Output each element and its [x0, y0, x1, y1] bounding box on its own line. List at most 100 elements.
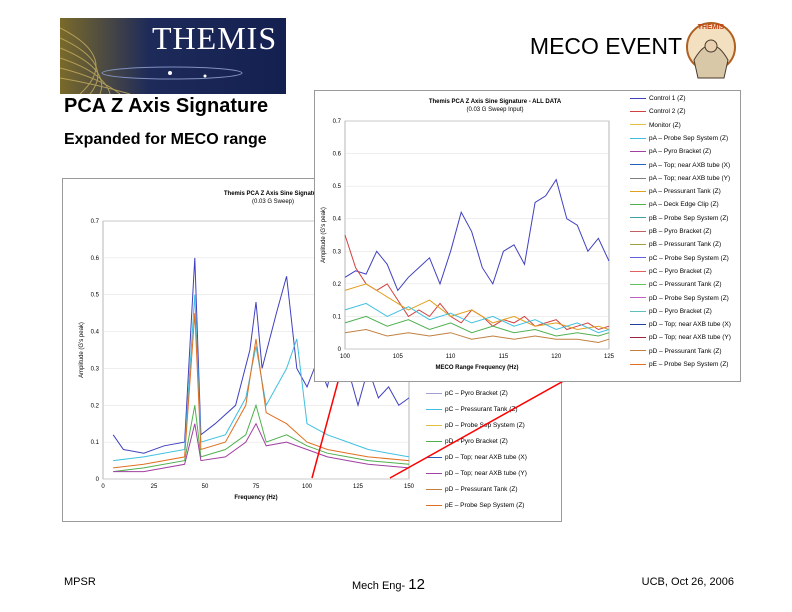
full-legend-label: pE – Probe Sep System (Z) — [445, 502, 525, 509]
full-series-line — [113, 422, 410, 473]
meco-series-line — [344, 302, 610, 334]
meco-legend-label: Monitor (Z) — [649, 121, 681, 129]
meco-y-tick-label: 0.1 — [333, 314, 342, 320]
meco-x-tick-label: 110 — [446, 354, 456, 360]
meco-legend-swatch — [630, 164, 646, 166]
meco-legend-swatch — [630, 297, 646, 299]
full-y-tick-label: 0.2 — [91, 403, 100, 409]
meco-legend-swatch — [630, 337, 646, 339]
meco-x-axis-label: MECO Range Frequency (Hz) — [435, 365, 518, 371]
meco-y-tick-label: 0.3 — [333, 249, 342, 255]
meco-x-tick-label: 105 — [393, 354, 404, 360]
full-x-tick-label: 0 — [101, 484, 105, 490]
meco-legend-swatch — [630, 137, 646, 139]
full-x-axis-label: Frequency (Hz) — [234, 495, 277, 501]
meco-legend-item: pD – Pyro Bracket (Z) — [630, 308, 712, 315]
meco-legend-swatch — [630, 283, 646, 285]
full-legend-swatch — [426, 504, 442, 506]
full-chart-title: Themis PCA Z Axis Sine Signature — [224, 191, 323, 197]
meco-legend-item: pA – Pyro Bracket (Z) — [630, 148, 711, 155]
meco-legend-swatch — [630, 244, 646, 246]
meco-y-tick-label: 0.5 — [333, 184, 342, 190]
meco-legend-label: pA – Pyro Bracket (Z) — [649, 148, 712, 156]
meco-x-tick-label: 120 — [551, 354, 562, 360]
full-legend-swatch — [426, 408, 442, 410]
meco-legend-swatch — [630, 230, 646, 232]
full-legend-label: pC – Pressurant Tank (Z) — [445, 406, 518, 413]
meco-x-tick-label: 115 — [499, 354, 509, 360]
meco-legend-label: pE – Probe Sep System (Z) — [649, 361, 729, 368]
meco-legend-item: pC – Pressurant Tank (Z) — [630, 281, 722, 288]
meco-legend-swatch — [630, 190, 646, 192]
full-chart-subtitle: (0.03 G Sweep) — [252, 199, 294, 205]
meco-legend-swatch — [630, 310, 646, 312]
mission-mascot-logo: THEMIS — [686, 22, 736, 79]
full-x-tick-label: 50 — [202, 484, 209, 490]
full-y-tick-label: 0.6 — [91, 256, 100, 262]
full-legend-item: pD – Pyro Bracket (Z) — [426, 438, 508, 445]
meco-range-chart-legend: Control 1 (Z) Control 2 (Z) Monitor (Z) pA … — [626, 90, 741, 382]
meco-legend-item: pD – Pressurant Tank (Z) — [630, 348, 722, 355]
full-range-chart: 0.70.60.50.40.30.20.100 25 50 75 100 125 150Th… — [79, 191, 415, 501]
meco-y-axis-label: Amplitude (G's peak) — [321, 207, 327, 263]
meco-legend-item: Monitor (Z) — [630, 122, 681, 129]
meco-legend-label: pB – Probe Sep System (Z) — [649, 214, 729, 222]
meco-legend-label: pC – Pyro Bracket (Z) — [649, 267, 712, 275]
meco-legend-item: pA – Probe Sep System (Z) — [630, 135, 728, 142]
full-x-tick-label: 75 — [253, 484, 260, 490]
meco-x-tick-label: 125 — [604, 354, 615, 360]
meco-legend-swatch — [630, 124, 646, 126]
footer-organization: MPSR — [64, 576, 96, 588]
full-range-chart-legend: pC – Pyro Bracket (Z) pC – Pressurant Tan… — [422, 382, 558, 518]
full-legend-label: pD – Pyro Bracket (Z) — [445, 438, 508, 445]
logo-swirl-graphic — [60, 27, 243, 94]
meco-y-tick-label: 0.6 — [333, 152, 342, 158]
full-x-tick-label: 25 — [151, 484, 158, 490]
meco-legend-label: pD – Top; near AXB tube (Y) — [649, 334, 731, 342]
meco-legend-item: Control 2 (Z) — [630, 108, 685, 115]
full-y-tick-label: 0.5 — [91, 293, 100, 299]
meco-legend-label: pD – Top; near AXB tube (X) — [649, 321, 731, 329]
meco-legend-item: pD – Top; near AXB tube (Y) — [630, 334, 731, 341]
meco-legend-label: pD – Probe Sep System (Z) — [649, 294, 729, 302]
meco-legend-item: Control 1 (Z) — [630, 95, 685, 102]
full-legend-item: pD – Top; near AXB tube (X) — [426, 454, 527, 461]
meco-legend-label: pA – Deck Edge Clip (Z) — [649, 201, 719, 209]
meco-legend-swatch — [630, 217, 646, 219]
full-series-line — [113, 403, 410, 473]
themis-logo: THEMIS — [60, 18, 286, 94]
meco-legend-label: Control 2 (Z) — [649, 108, 686, 116]
meco-series-line — [344, 178, 610, 292]
full-y-tick-label: 0.1 — [91, 440, 100, 446]
meco-legend-swatch — [630, 350, 646, 352]
meco-y-tick-label: 0.7 — [333, 119, 342, 125]
meco-legend-item: pB – Probe Sep System (Z) — [630, 215, 728, 222]
footer-page-prefix: Mech Eng- — [352, 580, 406, 592]
full-y-tick-label: 0.7 — [91, 219, 100, 225]
full-y-tick-label: 0 — [96, 477, 100, 483]
meco-legend-swatch — [630, 150, 646, 152]
full-legend-item: pC – Pressurant Tank (Z) — [426, 406, 518, 413]
full-legend-item: pC – Pyro Bracket (Z) — [426, 390, 508, 397]
slide-title: MECO EVENT — [529, 33, 682, 59]
meco-legend-label: pC – Pressurant Tank (Z) — [649, 281, 722, 289]
full-y-axis-label: Amplitude (G's peak) — [79, 322, 85, 378]
meco-y-tick-label: 0 — [338, 347, 342, 353]
full-legend-item: pE – Probe Sep System (Z) — [426, 502, 524, 509]
footer-page-num: 12 — [408, 576, 425, 593]
footer-date: UCB, Oct 26, 2006 — [641, 576, 734, 588]
footer-page-number: Mech Eng- 12 — [352, 576, 425, 593]
meco-legend-label: pA – Pressurant Tank (Z) — [649, 188, 721, 196]
full-legend-swatch — [426, 392, 442, 394]
full-legend-label: pD – Top; near AXB tube (X) — [445, 454, 527, 461]
meco-legend-item: pA – Top; near AXB tube (X) — [630, 162, 730, 169]
full-x-tick-label: 100 — [302, 484, 313, 490]
full-legend-label: pD – Top; near AXB tube (Y) — [445, 470, 527, 477]
meco-legend-item: pA – Pressurant Tank (Z) — [630, 188, 721, 195]
meco-legend-item: pD – Top; near AXB tube (X) — [630, 321, 731, 328]
meco-legend-swatch — [630, 97, 646, 99]
full-legend-item: pD – Top; near AXB tube (Y) — [426, 470, 527, 477]
mascot-lettering: THEMIS — [698, 24, 725, 31]
meco-y-tick-label: 0.2 — [333, 282, 342, 288]
